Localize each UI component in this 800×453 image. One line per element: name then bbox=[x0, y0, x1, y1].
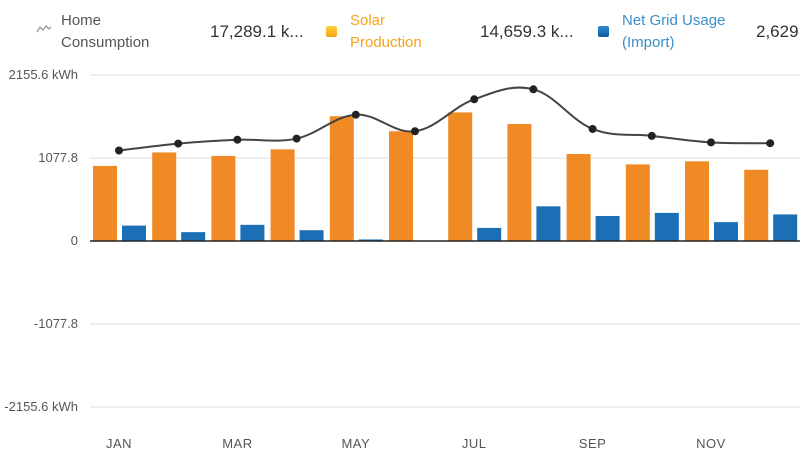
grid-bar-jul[interactable] bbox=[477, 227, 502, 241]
grid-bar-jan[interactable] bbox=[122, 225, 146, 241]
y-tick-label: 2155.6 kWh bbox=[9, 67, 78, 82]
x-tick-label: JAN bbox=[106, 436, 132, 451]
solar-bar-apr[interactable] bbox=[270, 149, 295, 241]
solar-swatch-icon bbox=[326, 26, 337, 37]
consumption-point-dec[interactable] bbox=[766, 139, 775, 148]
x-tick-label: SEP bbox=[579, 436, 607, 451]
legend-label-home: Home Consumption bbox=[61, 12, 150, 51]
grid-bar-dec[interactable] bbox=[773, 214, 798, 241]
solar-bar-feb[interactable] bbox=[152, 152, 177, 241]
solar-bar-aug[interactable] bbox=[507, 123, 532, 241]
legend-total-home: 17,289.1 k... bbox=[210, 22, 304, 41]
grid-bar-may[interactable] bbox=[358, 239, 383, 241]
line-chart-icon bbox=[36, 25, 52, 33]
legend-total-grid: 2,629 bbox=[756, 22, 799, 41]
consumption-point-feb[interactable] bbox=[174, 139, 183, 148]
solar-bar-oct[interactable] bbox=[625, 164, 650, 241]
solar-bar-may[interactable] bbox=[329, 116, 354, 241]
y-tick-label: 1077.8 bbox=[38, 150, 78, 165]
y-tick-label: 0 bbox=[71, 233, 78, 248]
solar-bar-jan[interactable] bbox=[93, 165, 117, 241]
legend-label-solar: Solar Production bbox=[350, 12, 422, 51]
consumption-point-oct[interactable] bbox=[647, 131, 656, 140]
consumption-point-aug[interactable] bbox=[529, 85, 538, 94]
grid-bar-nov[interactable] bbox=[714, 222, 738, 241]
grid-bar-oct[interactable] bbox=[654, 212, 679, 241]
solar-bar-mar[interactable] bbox=[211, 155, 236, 241]
solar-bar-jul[interactable] bbox=[448, 112, 473, 241]
consumption-point-jan[interactable] bbox=[115, 146, 123, 155]
solar-bar-dec[interactable] bbox=[744, 169, 769, 241]
solar-bar-nov[interactable] bbox=[685, 161, 709, 241]
consumption-point-mar[interactable] bbox=[233, 135, 242, 144]
y-tick-label: -1077.8 bbox=[34, 316, 78, 331]
consumption-point-jun[interactable] bbox=[411, 127, 419, 136]
bars bbox=[90, 112, 800, 242]
consumption-line bbox=[115, 85, 775, 155]
chart-legend: Home Consumption 17,289.1 k... Solar Pro… bbox=[0, 0, 800, 58]
grid-swatch-icon bbox=[598, 26, 609, 37]
y-axis-labels: 2155.6 kWh 1077.8 0 -1077.8 -2155.6 kWh bbox=[4, 67, 78, 414]
legend-total-solar: 14,659.3 k... bbox=[480, 22, 574, 41]
x-tick-label: JUL bbox=[462, 436, 487, 451]
legend-label-grid: Net Grid Usage (Import) bbox=[622, 12, 726, 51]
grid-bar-mar[interactable] bbox=[240, 224, 265, 241]
consumption-point-sep[interactable] bbox=[588, 124, 597, 133]
grid-bar-apr[interactable] bbox=[299, 230, 324, 241]
consumption-point-may[interactable] bbox=[351, 110, 360, 119]
consumption-point-apr[interactable] bbox=[292, 134, 301, 143]
home-consumption-line bbox=[118, 86, 771, 152]
grid-bar-feb[interactable] bbox=[181, 232, 206, 241]
y-tick-label: -2155.6 kWh bbox=[4, 399, 78, 414]
x-tick-label: MAR bbox=[222, 436, 252, 451]
x-axis-labels: JAN MAR MAY JUL SEP NOV bbox=[106, 436, 726, 451]
grid-bar-aug[interactable] bbox=[536, 206, 561, 241]
consumption-point-nov[interactable] bbox=[707, 138, 715, 147]
x-tick-label: MAY bbox=[341, 436, 370, 451]
solar-bar-jun[interactable] bbox=[389, 131, 413, 241]
grid-bar-sep[interactable] bbox=[595, 215, 620, 241]
solar-bar-sep[interactable] bbox=[566, 153, 591, 241]
consumption-point-jul[interactable] bbox=[470, 95, 479, 104]
x-tick-label: NOV bbox=[696, 436, 726, 451]
